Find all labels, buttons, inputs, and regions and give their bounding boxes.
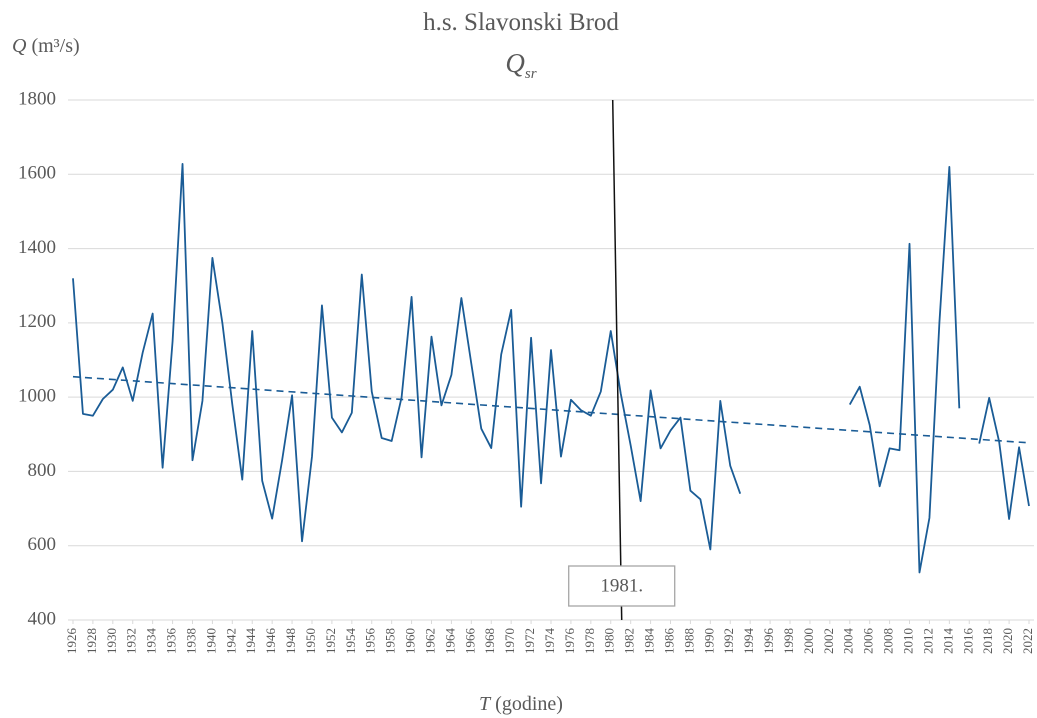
x-tick-label: 1926 — [64, 628, 79, 655]
x-tick-label: 1950 — [303, 628, 318, 654]
x-tick-label: 1936 — [164, 628, 179, 655]
x-tick-label: 1938 — [183, 628, 198, 654]
x-tick-label: 2008 — [881, 628, 896, 654]
x-tick-label: 2014 — [940, 628, 955, 655]
x-tick-label: 1992 — [721, 628, 736, 654]
x-label-symbol: T — [479, 693, 492, 715]
annotation-box — [568, 565, 676, 607]
chart-subtitle: Qsr — [505, 48, 536, 82]
annotation-text: 1981. — [600, 575, 643, 596]
x-tick-label: 2002 — [821, 628, 836, 654]
x-tick-label: 1960 — [403, 628, 418, 654]
subtitle-symbol: Q — [505, 48, 525, 78]
y-tick-label: 1400 — [18, 237, 56, 258]
x-tick-label: 2016 — [960, 628, 975, 655]
x-tick-label: 2022 — [1020, 628, 1035, 654]
y-tick-label: 1800 — [18, 88, 56, 109]
x-tick-label: 1954 — [343, 628, 358, 655]
x-tick-label: 1948 — [283, 628, 298, 654]
x-tick-label: 1982 — [622, 628, 637, 654]
annotation-line — [611, 99, 623, 621]
x-tick-label: 1956 — [363, 628, 378, 655]
x-tick-label: 1940 — [203, 628, 218, 654]
x-tick-label: 2006 — [861, 628, 876, 655]
y-label-unit: (m³/s) — [31, 35, 79, 57]
subtitle-subscript: sr — [525, 66, 537, 82]
x-tick-label: 1952 — [323, 628, 338, 654]
x-tick-label: 1932 — [124, 628, 139, 654]
chart-title: h.s. Slavonski Brod — [423, 9, 619, 36]
x-tick-label: 1968 — [482, 628, 497, 654]
x-tick-label: 1996 — [761, 628, 776, 655]
x-axis-label: T (godine) — [479, 693, 563, 715]
x-tick-label: 2010 — [900, 628, 915, 654]
x-tick-label: 1934 — [144, 628, 159, 655]
x-tick-label: 2012 — [920, 628, 935, 654]
x-tick-label: 1970 — [502, 628, 517, 654]
x-tick-label: 1986 — [661, 628, 676, 655]
x-tick-label: 1988 — [681, 628, 696, 654]
x-tick-label: 2018 — [980, 628, 995, 654]
y-tick-label: 800 — [28, 460, 57, 481]
x-tick-label: 1958 — [383, 628, 398, 654]
x-tick-label: 1984 — [642, 628, 657, 655]
data-line — [72, 162, 1030, 574]
y-label-symbol: Q — [12, 35, 27, 57]
x-tick-label: 1930 — [104, 628, 119, 654]
x-tick-label: 2004 — [841, 628, 856, 655]
trend-line — [72, 375, 1030, 444]
y-tick-label: 400 — [28, 608, 57, 629]
x-tick-label: 1994 — [741, 628, 756, 655]
x-tick-label: 1990 — [701, 628, 716, 654]
x-tick-label: 1928 — [84, 628, 99, 654]
x-tick-label: 1974 — [542, 628, 557, 655]
y-tick-label: 1000 — [18, 386, 56, 407]
x-tick-label: 1966 — [462, 628, 477, 655]
x-tick-label: 1946 — [263, 628, 278, 655]
y-tick-label: 1200 — [18, 311, 56, 332]
x-tick-label: 1972 — [522, 628, 537, 654]
x-tick-label: 1962 — [422, 628, 437, 654]
x-tick-label: 1998 — [781, 628, 796, 654]
x-tick-label: 1976 — [562, 628, 577, 655]
x-tick-label: 1942 — [223, 628, 238, 654]
y-tick-label: 600 — [28, 534, 57, 555]
x-tick-label: 1980 — [602, 628, 617, 654]
x-tick-label: 1978 — [582, 628, 597, 654]
x-tick-label: 2020 — [1000, 628, 1015, 654]
x-tick-label: 2000 — [801, 628, 816, 654]
x-tick-label: 1944 — [243, 628, 258, 655]
y-tick-label: 1600 — [18, 163, 56, 184]
x-label-unit: (godine) — [495, 693, 563, 715]
y-axis-label: Q (m³/s) — [12, 35, 80, 57]
x-tick-label: 1964 — [442, 628, 457, 655]
